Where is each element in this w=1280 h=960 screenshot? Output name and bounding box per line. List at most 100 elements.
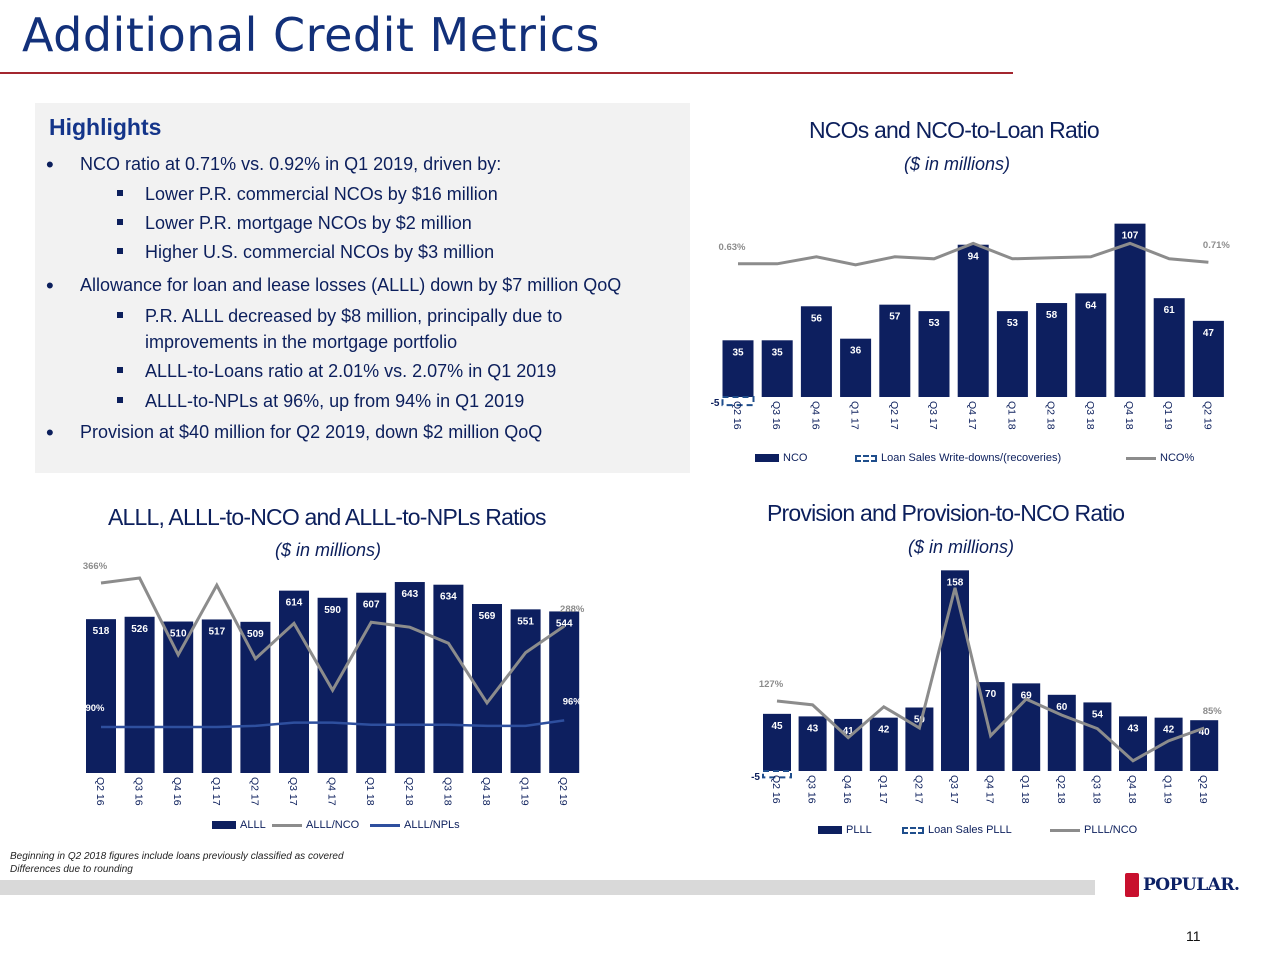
category-label: Q1 17: [877, 775, 889, 804]
bar-alll: [433, 584, 464, 773]
data-label: 40: [1199, 727, 1211, 738]
legend-label: ALLL/NPLs: [404, 819, 460, 831]
category-label: Q1 18: [1019, 775, 1031, 804]
highlights-heading: Highlights: [49, 114, 162, 140]
category-label: Q3 16: [133, 777, 145, 806]
bar-nco: [957, 244, 989, 397]
line-alll-nco: [100, 576, 566, 706]
data-label: 590: [324, 605, 341, 616]
data-label: 614: [286, 598, 303, 609]
category-label: Q4 17: [326, 777, 338, 806]
data-label: 634: [440, 592, 457, 603]
data-label: 50: [914, 715, 926, 726]
bar-alll: [163, 621, 194, 773]
nco-chart-title: NCOs and NCO-to-Loan Ratio: [809, 117, 1100, 143]
page-title: Additional Credit Metrics: [22, 8, 600, 62]
category-label: Q4 18: [480, 777, 492, 806]
category-label: Q2 16: [731, 401, 743, 430]
nco-chart: 35 35 56 36 57 53 94 53 58 64 107 61 47 -5 0.63% 0.71% Q…: [711, 223, 1230, 430]
footnote: Beginning in Q2 2018 figures include loa…: [10, 851, 344, 862]
legend-item-nco: NCO: [755, 452, 807, 464]
line-label: 127%: [759, 679, 784, 690]
category-label: Q3 18: [441, 777, 453, 806]
bar-nco: [1153, 298, 1185, 397]
bar-nco: [879, 304, 911, 397]
legend-label: ALLL: [240, 819, 266, 831]
legend-swatch: [370, 823, 400, 827]
bar-plll: [905, 707, 934, 771]
legend-label: NCO: [783, 452, 808, 464]
category-label: Q4 17: [984, 775, 996, 804]
category-label: Q2 16: [94, 777, 106, 806]
data-label: 41: [843, 726, 855, 737]
bullet-text: NCO ratio at 0.71% vs. 0.92% in Q1 2019,…: [80, 154, 502, 174]
data-label: 45: [771, 721, 783, 732]
bar-alll: [240, 621, 271, 773]
bar-plll: [1154, 717, 1183, 771]
data-label: 35: [732, 347, 744, 358]
page-number: 11: [1186, 928, 1201, 944]
legend-label: ALLL/NCO: [306, 819, 360, 831]
legend-item-alll-npls: ALLL/NPLs: [370, 819, 460, 831]
footnote: Differences due to rounding: [10, 864, 133, 875]
bar-plll: [798, 716, 827, 771]
provision-chart: 45 43 41 42 50 158 70 69 60 54 43 42 40 -5 127% 85% Q2 1…: [751, 570, 1223, 804]
category-label: Q3 17: [948, 775, 960, 804]
bar-plll: [941, 570, 969, 771]
bar-alll: [356, 592, 387, 773]
bullet-text: ALLL-to-Loans ratio at 2.01% vs. 2.07% i…: [145, 361, 557, 381]
category-label: Q1 18: [1005, 401, 1017, 430]
category-label: Q2 17: [912, 775, 924, 804]
logo-mark-icon: [1125, 873, 1139, 897]
legend-swatch: [818, 826, 842, 834]
data-label: 53: [928, 318, 940, 329]
dashed-bar-loan-sales: [762, 770, 792, 779]
legend-item-alll: ALLL: [212, 819, 266, 831]
footer-bar: [0, 880, 1095, 895]
legend-swatch: [855, 454, 877, 462]
legend-item-plll: PLLL: [818, 824, 872, 836]
bullet-text: ALLL-to-NPLs at 96%, up from 94% in Q1 2…: [145, 391, 525, 411]
bar-alll: [549, 611, 580, 773]
dashed-bar-loan-sales: [721, 396, 755, 407]
line-label: 288%: [560, 604, 585, 615]
category-label: Q2 19: [1197, 775, 1209, 804]
data-label: -5: [751, 772, 760, 783]
provision-chart-subtitle: ($ in millions): [908, 537, 1015, 557]
provision-chart-title: Provision and Provision-to-NCO Ratio: [767, 500, 1125, 526]
data-label: 107: [1122, 231, 1139, 242]
line-plll-nco: [776, 587, 1205, 763]
bar-nco: [840, 338, 872, 397]
line-label: 366%: [83, 561, 108, 572]
legend-label: NCO%: [1160, 452, 1195, 464]
data-label: 64: [1085, 300, 1097, 311]
data-label: 158: [947, 577, 964, 588]
data-label: 510: [170, 629, 187, 640]
legend-item-plll-nco: PLLL/NCO: [1050, 824, 1137, 836]
line-label: 85%: [1203, 706, 1223, 717]
bar-alll: [279, 590, 309, 773]
data-label: 43: [807, 723, 819, 734]
data-label: 518: [93, 626, 110, 637]
bar-nco: [722, 340, 754, 397]
legend-swatch: [755, 454, 779, 462]
popular-logo: POPULAR.: [1125, 873, 1240, 897]
data-label: 544: [556, 618, 573, 629]
bar-plll: [763, 713, 791, 771]
category-label: Q1 17: [210, 777, 222, 806]
data-label: 53: [1007, 318, 1019, 329]
category-label: Q3 18: [1084, 401, 1096, 430]
category-label: Q2 18: [1055, 775, 1067, 804]
category-label: Q4 16: [841, 775, 853, 804]
line-label: 0.63%: [719, 242, 746, 253]
data-label: 526: [131, 624, 148, 635]
category-label: Q2 16: [770, 775, 782, 804]
category-label: Q1 18: [364, 777, 376, 806]
alll-chart-title: ALLL, ALLL-to-NCO and ALLL-to-NPLs Ratio…: [108, 504, 546, 530]
legend-label: Loan Sales Write-downs/(recoveries): [881, 452, 1062, 464]
category-label: Q3 18: [1090, 775, 1102, 804]
data-label: 607: [363, 600, 380, 611]
data-label: 54: [1092, 709, 1104, 720]
bar-alll: [201, 619, 232, 773]
category-label: Q4 16: [171, 777, 183, 806]
